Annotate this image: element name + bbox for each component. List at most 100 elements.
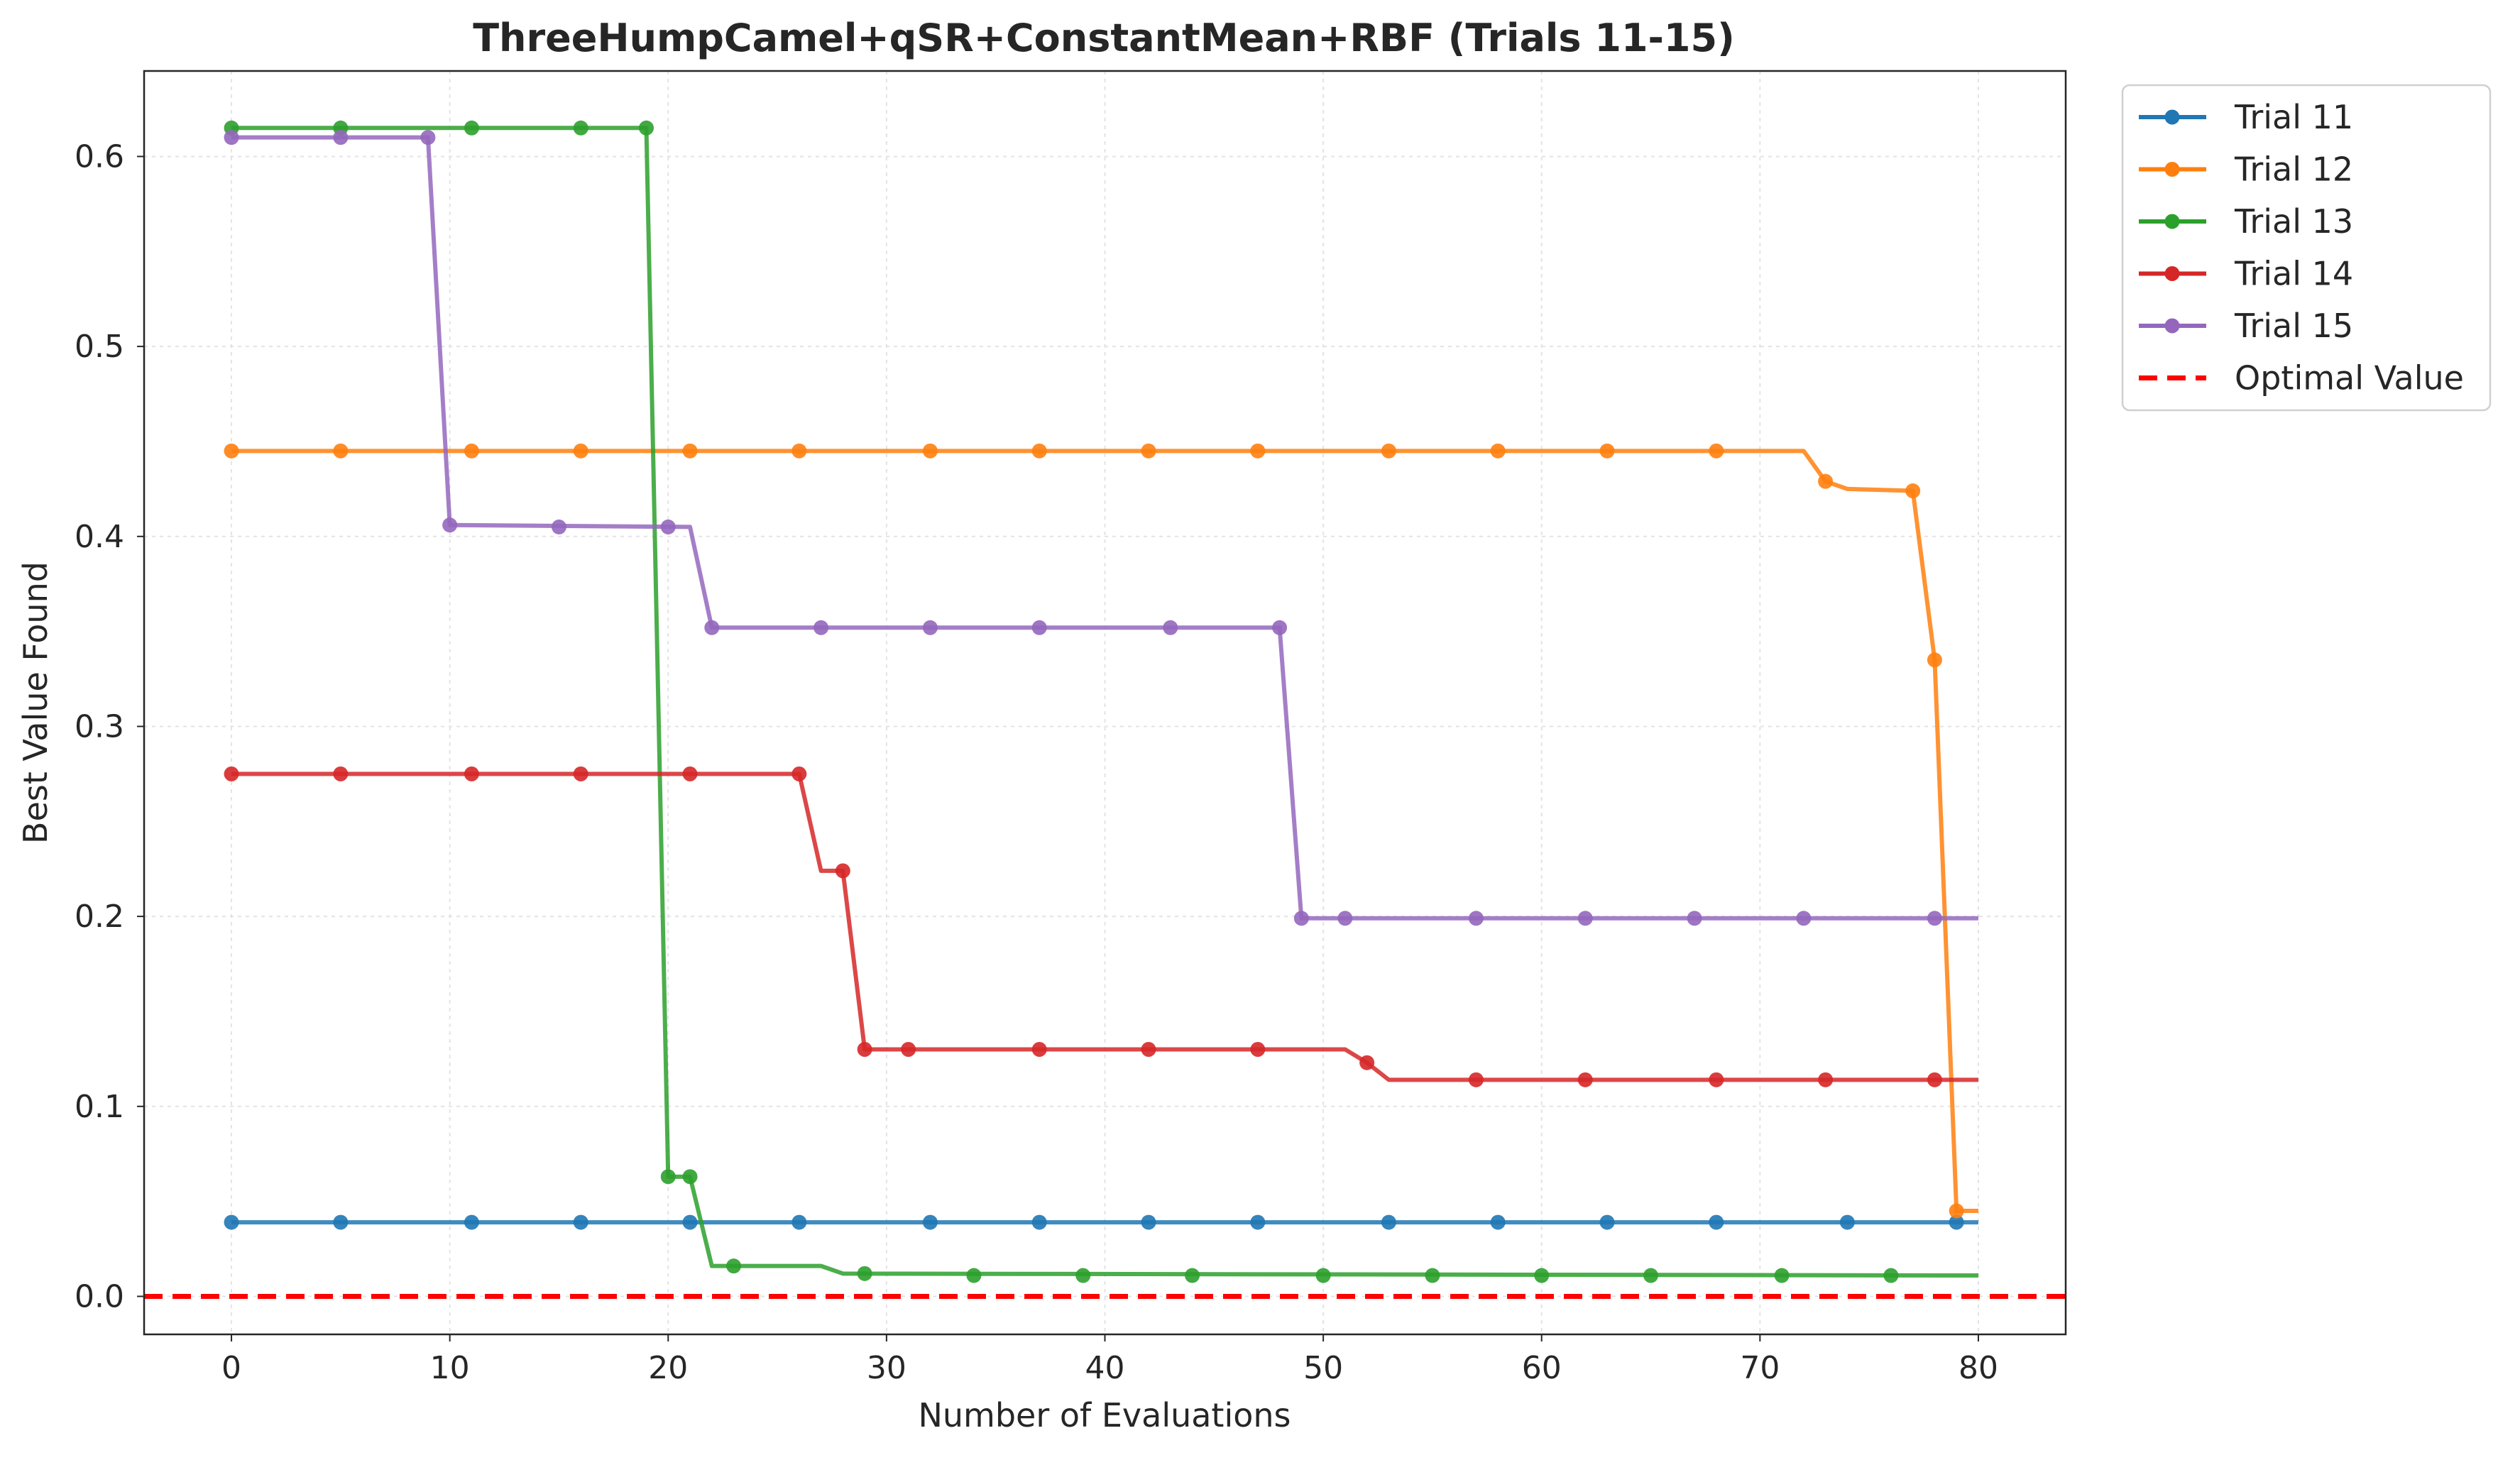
data-point [464, 120, 479, 136]
data-point [704, 620, 720, 635]
data-point [1577, 911, 1593, 926]
data-point [1359, 1055, 1375, 1070]
data-point [1774, 1268, 1790, 1283]
data-point [791, 766, 807, 781]
series-line [231, 449, 1978, 1214]
legend-item: Trial 11 [2139, 98, 2353, 136]
x-tick-label: 30 [867, 1350, 906, 1386]
data-point [224, 766, 239, 781]
data-point [660, 519, 676, 534]
data-point [224, 1214, 239, 1230]
data-point [1250, 1041, 1266, 1057]
data-point [813, 620, 829, 635]
data-point [1468, 911, 1484, 926]
data-point [1031, 1214, 1047, 1230]
x-tick-label: 60 [1522, 1350, 1562, 1386]
data-point [1927, 652, 1942, 668]
data-point [333, 1214, 349, 1230]
x-axis-label: Number of Evaluations [918, 1396, 1291, 1434]
data-point [1949, 1203, 1964, 1219]
data-point [1425, 1268, 1440, 1283]
legend-swatch-marker [2164, 266, 2180, 281]
data-point [1818, 473, 1834, 489]
legend-box [2121, 84, 2492, 412]
series-trial-13 [224, 120, 1978, 1283]
legend-swatch-marker [2164, 109, 2180, 125]
data-point [1141, 1214, 1156, 1230]
data-point [857, 1041, 872, 1057]
data-point [966, 1268, 982, 1283]
data-point [1468, 1072, 1484, 1087]
data-point [682, 443, 698, 459]
data-point [1490, 443, 1506, 459]
data-point [1075, 1268, 1091, 1283]
y-axis-ticks: 0.0 0.1 0.2 0.3 0.4 0.5 0.6 [75, 138, 144, 1314]
data-point [1315, 1268, 1331, 1283]
series-trial-11 [224, 1214, 1978, 1230]
data-point [726, 1258, 742, 1274]
y-axis-label: Best Value Found [16, 561, 55, 844]
data-point [1141, 1041, 1156, 1057]
series-trial-15 [224, 130, 1978, 926]
data-point [442, 517, 458, 533]
data-point [901, 1041, 916, 1057]
data-point [224, 130, 239, 146]
data-point [1381, 1214, 1396, 1230]
data-point [1709, 1072, 1724, 1087]
data-point [1185, 1268, 1200, 1283]
data-point [1643, 1268, 1659, 1283]
data-point [464, 766, 479, 781]
data-point [660, 1169, 676, 1185]
data-point [1141, 443, 1156, 459]
data-point [573, 443, 588, 459]
y-tick-label: 0.0 [75, 1278, 124, 1314]
data-point [1490, 1214, 1506, 1230]
data-point [922, 443, 938, 459]
data-point [333, 130, 349, 146]
legend: Trial 11 Trial 12 Trial 13 Trial 14 Trial 15… [2121, 84, 2492, 412]
data-point [224, 443, 239, 459]
legend-label: Trial 14 [2234, 255, 2353, 293]
legend-label: Optimal Value [2235, 359, 2464, 397]
legend-label: Trial 11 [2234, 98, 2353, 136]
data-point [1250, 443, 1266, 459]
x-tick-label: 70 [1740, 1350, 1780, 1386]
legend-label: Trial 12 [2234, 150, 2353, 189]
data-point [1577, 1072, 1593, 1087]
data-point [1818, 1072, 1834, 1087]
y-tick-label: 0.2 [75, 899, 124, 935]
data-point [922, 1214, 938, 1230]
data-point [791, 1214, 807, 1230]
y-tick-label: 0.4 [75, 519, 124, 555]
data-point [1687, 911, 1702, 926]
data-point [1163, 620, 1178, 635]
x-tick-label: 20 [648, 1350, 688, 1386]
series-trial-12 [224, 443, 1978, 1219]
legend-item-optimal: Optimal Value [2139, 359, 2464, 397]
data-point [857, 1266, 872, 1281]
data-point [1709, 1214, 1724, 1230]
data-point [333, 443, 349, 459]
data-point [1927, 1072, 1942, 1087]
data-point [1272, 620, 1288, 635]
data-point [1883, 1268, 1899, 1283]
y-tick-label: 0.5 [75, 329, 124, 365]
legend-swatch-marker [2164, 318, 2180, 334]
y-tick-label: 0.6 [75, 138, 124, 175]
data-point [1534, 1268, 1550, 1283]
data-point [420, 130, 436, 146]
data-point [1250, 1214, 1266, 1230]
data-point [835, 863, 850, 879]
data-point [1031, 443, 1047, 459]
data-point [682, 766, 698, 781]
data-point [1031, 620, 1047, 635]
legend-item: Trial 12 [2139, 150, 2353, 189]
data-point [922, 620, 938, 635]
data-point [573, 1214, 588, 1230]
series-trial-14 [224, 766, 1978, 1087]
data-point [682, 1169, 698, 1185]
data-point [1949, 1214, 1964, 1230]
x-tick-label: 50 [1303, 1350, 1343, 1386]
